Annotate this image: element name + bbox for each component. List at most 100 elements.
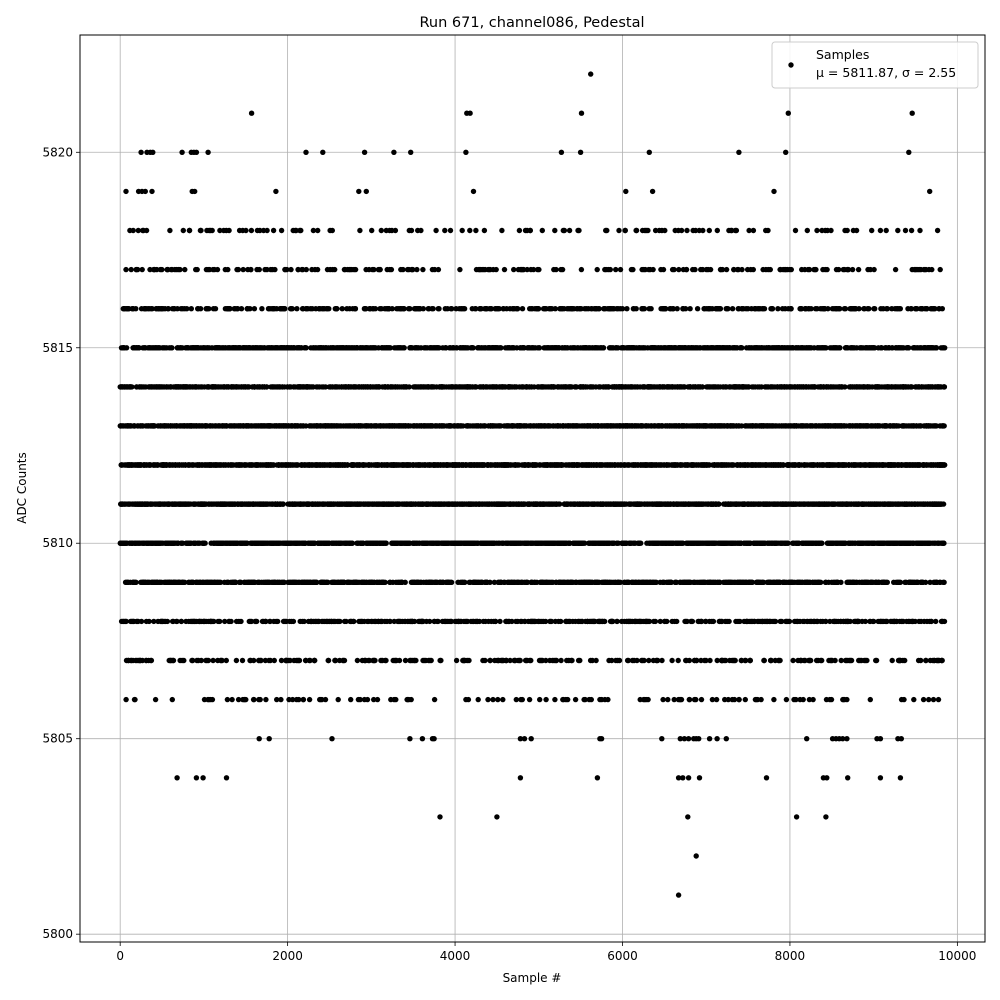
data-point (389, 306, 395, 312)
data-point (303, 345, 309, 351)
data-point (414, 266, 420, 273)
data-point (495, 696, 501, 703)
data-point (177, 266, 183, 273)
data-point (247, 306, 253, 312)
data-point (348, 696, 354, 703)
data-point (428, 657, 434, 664)
data-point (165, 306, 171, 312)
data-point (169, 345, 175, 351)
data-point (296, 657, 303, 664)
data-point (264, 227, 270, 234)
data-point (133, 306, 139, 312)
data-point (332, 266, 338, 273)
data-point (169, 696, 175, 703)
data-point (295, 266, 301, 273)
data-point (514, 306, 521, 312)
data-point (132, 696, 138, 703)
data-point (490, 696, 496, 703)
data-point (205, 657, 212, 664)
data-point (466, 657, 472, 664)
data-point (511, 266, 517, 273)
data-point (238, 306, 245, 312)
data-point (184, 306, 190, 312)
data-point (438, 657, 444, 664)
data-point (447, 227, 454, 234)
data-point (149, 306, 155, 312)
data-point (248, 266, 254, 273)
data-point (182, 579, 188, 585)
data-point (401, 306, 407, 312)
data-point (501, 266, 508, 273)
data-point (482, 657, 488, 664)
data-point (174, 618, 180, 625)
data-point (322, 696, 329, 703)
data-point (372, 306, 379, 312)
data-point (301, 618, 307, 625)
data-point (194, 266, 200, 273)
data-point (135, 266, 141, 273)
data-point (513, 696, 519, 703)
data-point (181, 657, 187, 664)
data-point (430, 306, 436, 312)
data-point (526, 696, 533, 703)
data-point (378, 227, 384, 234)
data-point (351, 618, 357, 625)
data-point (278, 696, 284, 703)
data-point (339, 306, 345, 312)
data-point (219, 657, 225, 664)
data-point (294, 306, 300, 312)
data-point (271, 657, 277, 664)
data-point (228, 618, 234, 625)
data-point (461, 306, 468, 312)
data-point (251, 657, 257, 664)
data-point (164, 618, 171, 625)
data-point (433, 227, 439, 234)
data-point (329, 227, 335, 234)
data-point (372, 657, 378, 664)
data-point (226, 227, 232, 234)
data-point (263, 618, 269, 625)
data-point (254, 618, 260, 625)
data-point (369, 227, 375, 234)
data-point (284, 266, 290, 273)
data-point (413, 657, 419, 664)
data-point (377, 266, 383, 273)
data-point (210, 657, 216, 664)
data-point (138, 618, 145, 625)
data-point (516, 227, 523, 234)
data-point (182, 266, 188, 273)
data-point (408, 696, 414, 703)
data-point (453, 657, 460, 664)
data-point (392, 227, 399, 234)
data-point (258, 657, 264, 664)
data-point (280, 501, 286, 507)
data-point (217, 579, 224, 585)
data-point (214, 266, 221, 273)
data-point (233, 657, 240, 664)
data-point (357, 227, 363, 234)
data-point (170, 657, 177, 664)
data-point (202, 540, 208, 546)
data-point (383, 657, 389, 664)
data-point (315, 227, 321, 234)
data-point (364, 696, 371, 703)
data-point (167, 227, 173, 234)
data-point (278, 227, 285, 234)
data-point (123, 266, 129, 273)
data-point (263, 696, 269, 703)
data-point (178, 618, 185, 625)
data-point (459, 227, 465, 234)
data-point (470, 345, 476, 351)
data-point (248, 618, 255, 625)
data-point (222, 618, 228, 625)
data-point (408, 227, 415, 234)
data-point (129, 384, 135, 390)
data-point (136, 345, 142, 351)
data-point (148, 657, 155, 664)
data-point (448, 579, 455, 585)
data-point (407, 306, 413, 312)
data-point (481, 227, 488, 234)
data-point (224, 696, 231, 703)
